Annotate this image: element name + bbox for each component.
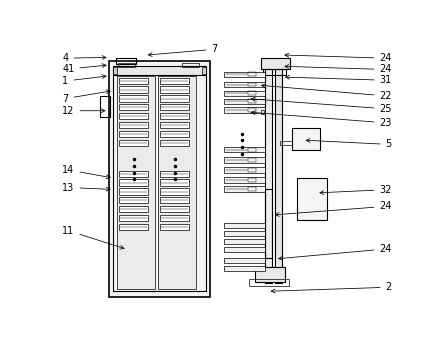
Bar (117, 77, 155, 289)
Bar (113, 66, 206, 75)
Bar (224, 239, 265, 244)
Text: 14: 14 (62, 165, 110, 179)
Bar (248, 72, 256, 76)
Bar (160, 113, 189, 119)
Bar (109, 61, 210, 297)
Bar (248, 99, 256, 103)
Bar (248, 158, 256, 162)
Text: 1: 1 (62, 75, 106, 86)
Bar (119, 180, 148, 186)
Bar (248, 108, 256, 112)
Text: 25: 25 (251, 97, 392, 114)
Bar (202, 67, 206, 74)
Bar (248, 168, 256, 172)
Text: 7: 7 (62, 90, 110, 104)
Text: 23: 23 (251, 111, 392, 128)
Bar (159, 77, 196, 289)
Text: 24: 24 (279, 244, 392, 260)
Bar (224, 158, 265, 163)
Bar (119, 122, 148, 128)
Text: 4: 4 (62, 53, 106, 63)
Bar (224, 247, 265, 252)
Bar (182, 63, 199, 67)
Bar (119, 86, 148, 93)
Text: 41: 41 (62, 64, 106, 74)
Bar (160, 131, 189, 137)
Bar (160, 86, 189, 93)
Bar (224, 231, 265, 236)
Bar (254, 267, 285, 282)
Bar (224, 147, 265, 153)
Bar (160, 206, 189, 212)
Text: 24: 24 (285, 64, 392, 75)
Bar (160, 188, 189, 195)
Bar (119, 215, 148, 221)
Bar (291, 128, 320, 150)
Bar (160, 224, 189, 230)
Bar (119, 140, 148, 146)
Bar (224, 266, 265, 271)
Text: 11: 11 (62, 226, 124, 249)
Bar (248, 148, 256, 152)
Bar (160, 197, 189, 203)
Bar (119, 170, 148, 177)
Bar (119, 197, 148, 203)
Bar (280, 141, 292, 145)
Bar (117, 58, 136, 64)
Bar (265, 189, 272, 258)
Bar (248, 187, 256, 191)
Bar (160, 170, 189, 177)
Bar (119, 104, 148, 111)
Text: 22: 22 (261, 84, 392, 101)
Bar (297, 178, 326, 220)
Bar (119, 206, 148, 212)
Bar (119, 95, 148, 101)
Bar (224, 91, 265, 96)
Bar (119, 224, 148, 230)
Bar (260, 110, 264, 114)
Bar (224, 186, 265, 191)
Text: 12: 12 (62, 106, 105, 116)
Bar (160, 140, 189, 146)
Bar (224, 167, 265, 173)
Bar (113, 67, 117, 74)
Bar (160, 78, 189, 84)
Text: 24: 24 (275, 201, 392, 216)
Bar (160, 95, 189, 101)
Bar (160, 104, 189, 111)
Bar (248, 83, 256, 86)
Text: 13: 13 (62, 183, 110, 193)
Bar (265, 65, 272, 283)
Bar (248, 91, 256, 95)
Text: 32: 32 (320, 185, 392, 195)
Bar (100, 96, 109, 118)
Bar (224, 258, 265, 263)
Bar (119, 78, 148, 84)
Text: 7: 7 (148, 44, 218, 56)
Bar (119, 131, 148, 137)
Bar (160, 215, 189, 221)
Bar (119, 188, 148, 195)
Bar (275, 65, 282, 283)
Bar (224, 107, 265, 113)
Bar (224, 72, 265, 77)
Bar (260, 58, 290, 70)
Bar (224, 99, 265, 104)
Bar (160, 122, 189, 128)
Bar (119, 113, 148, 119)
Text: 2: 2 (271, 282, 392, 293)
Bar (224, 82, 265, 87)
Text: 24: 24 (285, 53, 392, 63)
Bar (249, 279, 289, 286)
Bar (118, 63, 135, 67)
Text: 31: 31 (286, 75, 392, 85)
Bar (160, 180, 189, 186)
Bar (113, 69, 206, 291)
Bar (263, 69, 287, 75)
Bar (224, 223, 265, 228)
Bar (248, 178, 256, 182)
Text: 5: 5 (306, 139, 392, 149)
Bar (224, 177, 265, 183)
